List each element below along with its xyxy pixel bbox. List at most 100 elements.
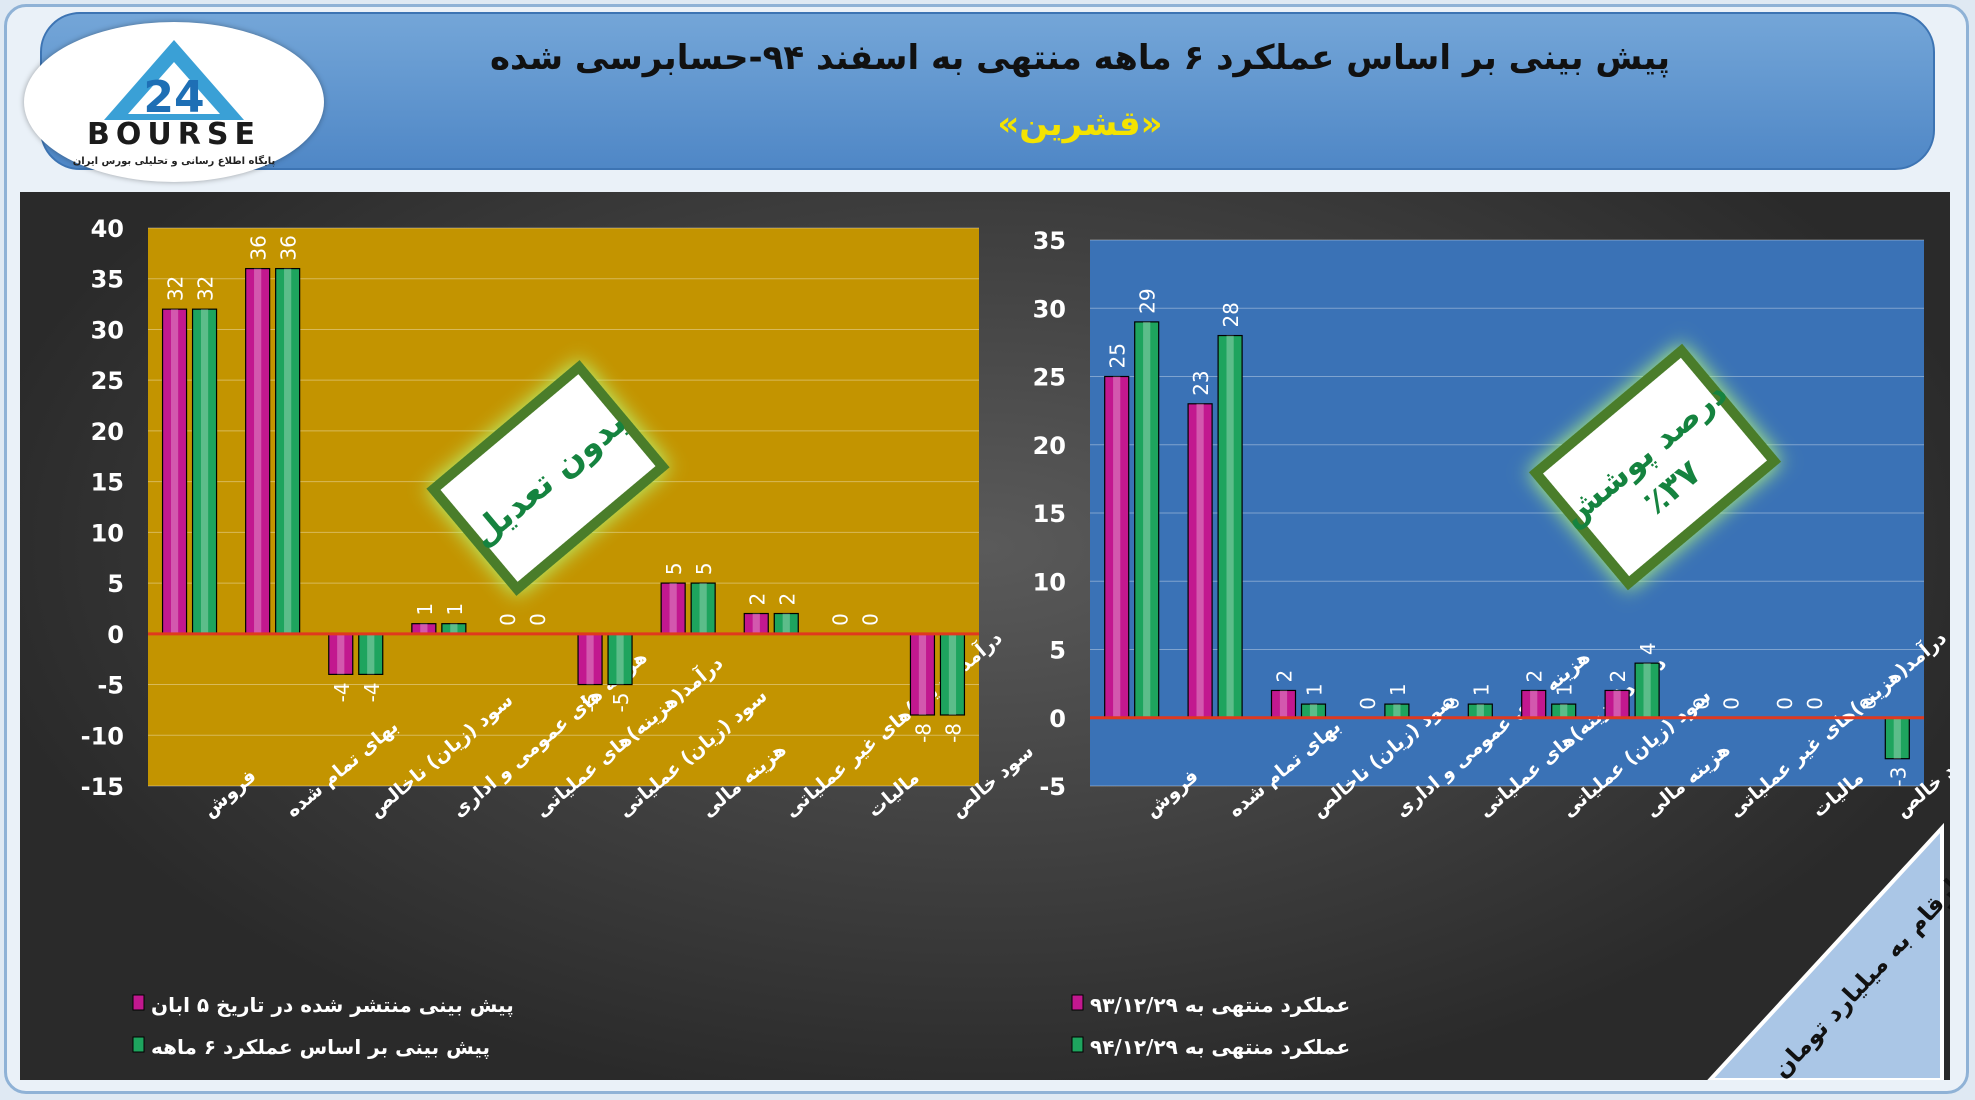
bar-highlight xyxy=(918,633,927,715)
page-title: پیش بینی بر اساس عملکرد ۶ ماهه منتهی به … xyxy=(489,38,1671,78)
data-label: 1 xyxy=(1303,683,1327,696)
data-label: 23 xyxy=(1189,370,1213,395)
y-tick-label: 35 xyxy=(91,266,124,294)
data-label: 2 xyxy=(775,593,799,606)
legend-swatch xyxy=(1071,1036,1084,1053)
legend-label: پیش بینی منتشر شده در تاریخ ۵ ابان xyxy=(151,993,514,1018)
y-tick-label: 20 xyxy=(91,418,124,446)
data-label: 0 xyxy=(858,613,882,626)
logo-number: 24 xyxy=(143,72,204,123)
bar xyxy=(1187,403,1213,719)
units-ribbon: ارقام به میلیارد تومان xyxy=(1705,822,1965,1083)
data-label: 2 xyxy=(1606,670,1630,683)
y-tick-label: 35 xyxy=(1033,227,1066,255)
bar xyxy=(275,267,301,635)
legend-label: عملکرد منتهی به ۹۳/۱۲/۲۹ xyxy=(1090,993,1350,1017)
logo-mark-icon: 24 xyxy=(104,40,244,123)
data-label: 32 xyxy=(164,276,188,301)
y-tick-label: 5 xyxy=(107,570,124,598)
bar-highlight xyxy=(1226,335,1234,718)
data-label: -3 xyxy=(1886,767,1910,787)
data-label: 0 xyxy=(1803,697,1827,710)
legend-swatch xyxy=(1071,994,1084,1011)
bar-highlight xyxy=(1476,704,1484,718)
bar-highlight xyxy=(782,613,790,634)
bar-highlight xyxy=(699,583,707,634)
data-label: 2 xyxy=(745,593,769,606)
bar-highlight xyxy=(1279,690,1288,718)
data-label: 5 xyxy=(662,562,686,575)
bar xyxy=(939,633,966,716)
charts-panel: 40 35 30 25 20 15 10 5 0 -5 -10 -15 32 32 فروش 36 36 بهای… xyxy=(20,192,1975,1083)
bar-highlight xyxy=(1196,403,1204,718)
bar-highlight xyxy=(1643,663,1651,718)
y-tick-label: 10 xyxy=(91,519,124,547)
bar-highlight xyxy=(1613,690,1621,718)
data-label: 25 xyxy=(1106,343,1130,368)
bar xyxy=(191,308,218,635)
data-label: -4 xyxy=(360,682,384,702)
bar-highlight xyxy=(254,268,262,634)
logo-tagline: پایگاه اطلاع رسانی و تحلیلی بورس ایران xyxy=(73,154,276,167)
bar-highlight xyxy=(284,268,292,634)
bar-highlight xyxy=(200,309,209,634)
data-label: 0 xyxy=(1773,697,1797,710)
data-label: 1 xyxy=(1553,683,1577,696)
data-label: 0 xyxy=(1690,697,1714,710)
data-label: 0 xyxy=(828,613,852,626)
data-label: -8 xyxy=(941,723,965,743)
bar-highlight xyxy=(1309,704,1318,718)
data-label: -4 xyxy=(330,682,354,702)
page-subtitle: «قشرین» xyxy=(997,104,1163,144)
bar xyxy=(245,267,271,635)
data-label: -5 xyxy=(579,693,603,713)
data-label: 0 xyxy=(1720,697,1744,710)
data-label: 1 xyxy=(413,603,437,616)
bourse24-logo: 24 BOURSE پایگاه اطلاع رسانی و تحلیلی بو… xyxy=(24,22,324,182)
bar-highlight xyxy=(367,633,375,675)
y-tick-label: 40 xyxy=(91,215,124,243)
data-label: 29 xyxy=(1136,288,1160,313)
data-label: 1 xyxy=(443,603,467,616)
data-label: 36 xyxy=(277,235,301,260)
bar xyxy=(577,633,603,686)
bar xyxy=(690,582,716,635)
bar xyxy=(909,633,936,716)
legend-swatch xyxy=(132,1036,145,1053)
y-tick-label: 15 xyxy=(1033,500,1066,528)
data-label: 0 xyxy=(496,613,520,626)
y-tick-label: 30 xyxy=(1033,295,1066,323)
data-label: 0 xyxy=(1856,697,1880,710)
y-tick-label: 20 xyxy=(1033,432,1066,460)
bar xyxy=(358,633,384,675)
y-tick-label: 0 xyxy=(107,621,124,649)
y-tick-label: -10 xyxy=(81,722,124,750)
bar xyxy=(1134,321,1160,719)
bar xyxy=(607,633,633,686)
data-label: 0 xyxy=(1439,697,1463,710)
bar-highlight xyxy=(337,633,345,675)
data-label: 2 xyxy=(1523,670,1547,683)
data-label: -5 xyxy=(609,693,633,713)
data-label: 32 xyxy=(194,276,218,301)
data-label: -8 xyxy=(911,723,935,743)
bar-highlight xyxy=(1560,704,1568,718)
data-label: 2 xyxy=(1273,670,1297,683)
bar-highlight xyxy=(1530,690,1538,718)
data-label: 1 xyxy=(1469,683,1493,696)
data-label: 1 xyxy=(1386,683,1410,696)
data-label: 28 xyxy=(1219,302,1243,327)
y-tick-label: 15 xyxy=(91,469,124,497)
y-tick-label: 10 xyxy=(1033,568,1066,596)
y-tick-label: 25 xyxy=(1033,364,1066,392)
bar xyxy=(328,633,354,675)
bar xyxy=(1884,717,1910,760)
legend-label: عملکرد منتهی به ۹۴/۱۲/۲۹ xyxy=(1090,1035,1350,1059)
bar-highlight xyxy=(752,613,760,634)
data-label: 0 xyxy=(1356,697,1380,710)
bar xyxy=(161,308,188,635)
bar-highlight xyxy=(1143,321,1151,718)
